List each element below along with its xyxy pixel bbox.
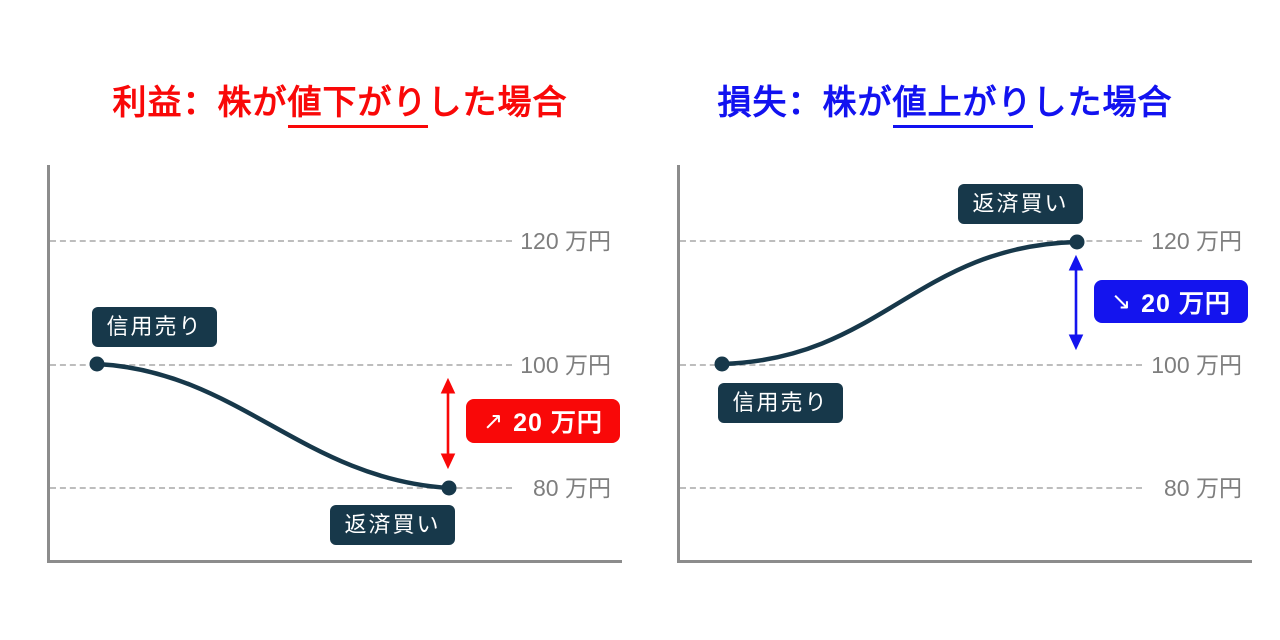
profit-gridline-120 — [50, 240, 512, 242]
loss-exit-badge: 返済買い — [958, 184, 1083, 224]
loss-title-post: した場合 — [1032, 84, 1173, 122]
loss-gridline-100 — [680, 364, 1142, 366]
loss-title: 損失：株が値上がりした場合 — [660, 82, 1230, 128]
loss-delta-value: 20 万円 — [1141, 289, 1231, 318]
loss-entry-dot — [714, 356, 730, 372]
profit-gridline-80 — [50, 487, 512, 489]
loss-ytick-120: 120 万円 — [1151, 228, 1242, 254]
profit-title-pre: 利益：株が — [112, 84, 288, 122]
profit-exit-badge: 返済買い — [330, 505, 455, 545]
loss-gridline-120 — [680, 240, 1142, 242]
loss-y-axis — [677, 165, 680, 562]
profit-entry-dot — [89, 356, 105, 372]
down-right-arrow-icon: ↘ — [1111, 288, 1133, 315]
profit-gridline-100 — [50, 364, 512, 366]
loss-title-pre: 損失：株が — [717, 84, 893, 122]
profit-title-post: した場合 — [427, 84, 568, 122]
profit-title: 利益：株が値下がりした場合 — [30, 82, 650, 128]
loss-ytick-80: 80 万円 — [1164, 475, 1242, 501]
profit-ytick-100: 100 万円 — [520, 352, 611, 378]
profit-entry-badge: 信用売り — [92, 307, 217, 347]
profit-ytick-80: 80 万円 — [533, 475, 611, 501]
loss-title-underlined: 値上がり — [892, 84, 1033, 128]
profit-title-underlined: 値下がり — [287, 84, 428, 128]
profit-exit-dot — [441, 480, 457, 496]
loss-ytick-100: 100 万円 — [1151, 352, 1242, 378]
profit-x-axis — [47, 560, 622, 563]
loss-exit-dot — [1069, 234, 1085, 250]
profit-ytick-120: 120 万円 — [520, 228, 611, 254]
profit-y-axis — [47, 165, 50, 562]
profit-delta-badge: ↗ 20 万円 — [466, 399, 620, 443]
profit-delta-value: 20 万円 — [513, 409, 603, 437]
profit-delta-arrow — [440, 377, 456, 470]
loss-entry-badge: 信用売り — [718, 383, 843, 423]
profit-price-curve — [94, 361, 452, 491]
loss-gridline-80 — [680, 487, 1142, 489]
loss-price-curve — [719, 239, 1080, 367]
loss-delta-arrow — [1068, 254, 1084, 351]
loss-x-axis — [677, 560, 1252, 563]
up-right-arrow-icon: ↗ — [483, 407, 505, 435]
loss-delta-badge: ↘ 20 万円 — [1094, 280, 1248, 323]
